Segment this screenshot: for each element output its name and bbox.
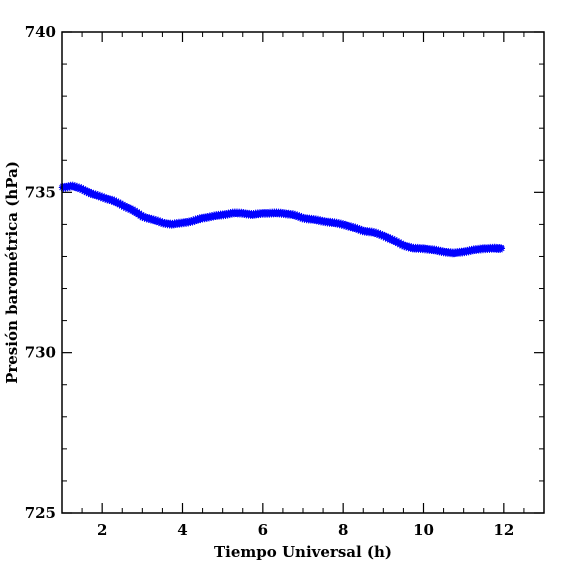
x-tick-label: 12 xyxy=(493,521,514,539)
data-point xyxy=(147,217,155,224)
x-tick-label: 4 xyxy=(177,521,187,539)
data-point xyxy=(400,241,407,248)
data-point xyxy=(350,222,357,230)
x-axis-label: Tiempo Universal (h) xyxy=(214,543,392,561)
x-tick-label: 2 xyxy=(97,521,107,539)
minor-ticks xyxy=(61,32,545,513)
data-point xyxy=(126,207,134,214)
data-point xyxy=(112,199,119,207)
data-point xyxy=(113,197,120,205)
data-point xyxy=(391,236,399,243)
data-point xyxy=(127,204,135,212)
data-point xyxy=(390,238,398,245)
data-point xyxy=(92,190,99,197)
data-point xyxy=(131,207,139,214)
data-point xyxy=(370,228,378,235)
data-point xyxy=(152,216,160,223)
data-series xyxy=(58,181,506,258)
data-point xyxy=(197,216,204,224)
y-tick-label: 725 xyxy=(25,504,56,522)
data-point xyxy=(170,221,178,229)
data-point xyxy=(291,210,299,218)
data-point xyxy=(165,220,173,227)
data-point xyxy=(69,181,76,189)
data-point xyxy=(279,208,287,216)
data-point xyxy=(115,198,122,206)
data-point xyxy=(387,234,394,241)
x-tick-label: 6 xyxy=(258,521,268,539)
data-point xyxy=(71,182,79,189)
data-point xyxy=(304,215,312,222)
y-axis-label: Presión barométrica (hPa) xyxy=(3,161,21,384)
data-point xyxy=(150,215,158,222)
y-tick-label: 730 xyxy=(25,344,56,362)
data-point xyxy=(408,243,415,250)
data-point xyxy=(148,214,155,222)
data-point xyxy=(111,196,118,204)
data-point xyxy=(90,189,97,197)
data-point xyxy=(381,232,388,239)
data-point xyxy=(107,196,114,203)
data-point xyxy=(393,237,401,244)
plot-frame xyxy=(61,31,545,514)
data-point xyxy=(109,195,116,203)
major-ticks xyxy=(62,31,544,514)
data-point xyxy=(474,246,481,253)
data-series-0 xyxy=(58,181,506,258)
y-tick-label: 740 xyxy=(25,23,56,41)
tick-labels: 2 4 6 8 10 12 725 730 735 740 xyxy=(25,23,515,539)
data-point xyxy=(443,248,451,256)
data-point xyxy=(87,191,94,198)
data-point xyxy=(372,228,380,236)
data-point xyxy=(108,198,115,205)
data-point xyxy=(134,208,141,215)
x-tick-label: 10 xyxy=(413,521,434,539)
data-point xyxy=(73,182,81,190)
data-point xyxy=(289,210,297,217)
data-point xyxy=(389,235,396,242)
data-point xyxy=(131,209,138,216)
y-tick-label: 735 xyxy=(25,183,56,201)
data-point xyxy=(405,242,413,250)
data-point xyxy=(352,223,359,231)
data-point xyxy=(191,218,198,225)
data-point xyxy=(347,222,355,229)
data-point xyxy=(498,245,506,252)
data-point xyxy=(129,205,137,213)
data-point xyxy=(94,191,102,198)
data-point xyxy=(210,214,217,221)
data-point xyxy=(147,215,154,222)
data-point xyxy=(88,189,95,196)
x-tick-label: 8 xyxy=(338,521,348,539)
data-point xyxy=(154,216,162,224)
data-point xyxy=(240,209,247,216)
